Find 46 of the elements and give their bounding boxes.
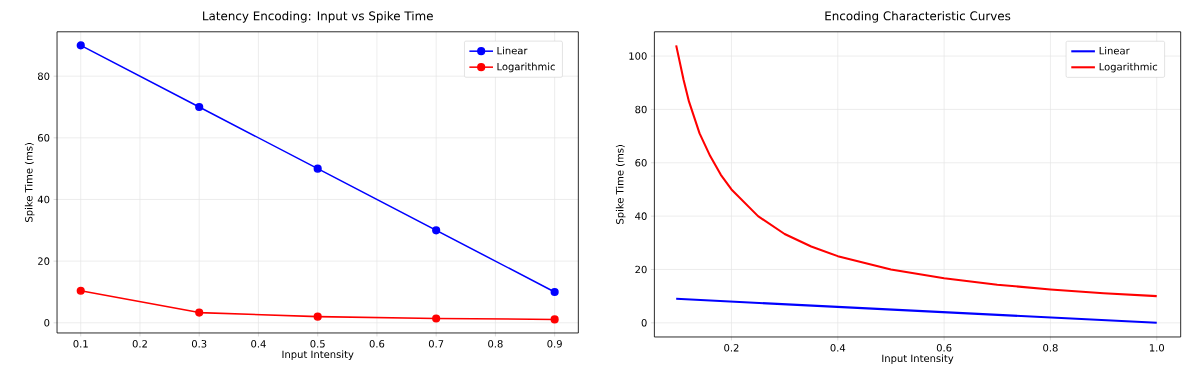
x-tick-label: 0.3 [191, 340, 207, 348]
point [550, 287, 559, 297]
chart-title: Encoding Characteristic Curves [825, 11, 1011, 23]
x-tick-label: 0.8 [488, 340, 503, 348]
y-tick-label: 20 [635, 265, 647, 274]
y-tick-label: 40 [635, 212, 647, 220]
x-tick-label: 0.8 [1043, 344, 1058, 352]
point [313, 312, 322, 321]
y-tick-label: 100 [629, 52, 647, 60]
y-axis-title: Spike Time (ms) [615, 145, 626, 224]
x-tick-label: 0.7 [428, 340, 444, 348]
legend-label: Logarithmic [497, 62, 555, 73]
y-tick-label: 0 [44, 319, 50, 327]
point [76, 41, 85, 50]
legend-label: Linear [1099, 46, 1130, 55]
x-tick-label: 0.9 [547, 340, 562, 348]
x-tick-label: 0.6 [369, 340, 385, 348]
line-series [675, 44, 1158, 298]
x-tick-label: 0.2 [132, 340, 147, 348]
x-tick-label: 0.2 [724, 344, 739, 352]
y-tick-label: 80 [37, 72, 50, 80]
x-axis-title: Input Intensity [882, 354, 954, 364]
chart-title: Latency Encoding: Input vs Spike Time [203, 11, 433, 23]
x-tick-label: 0.4 [251, 340, 266, 348]
point [195, 308, 204, 317]
x-tick-label: 0.6 [936, 344, 952, 352]
legend-label: Logarithmic [1099, 62, 1158, 73]
y-tick-label: 20 [38, 257, 50, 265]
x-tick-label: 0.5 [310, 340, 325, 348]
y-tick-label: 0 [641, 319, 647, 327]
point [313, 164, 322, 173]
x-tick-label: 0.1 [73, 340, 88, 348]
y-tick-label: 60 [635, 159, 647, 167]
y-tick-label: 40 [37, 195, 50, 204]
y-tick-label: 60 [37, 134, 50, 142]
point [432, 226, 441, 235]
point [76, 286, 85, 295]
point [195, 102, 204, 112]
legend-label: Linear [497, 46, 528, 55]
y-tick-label: 80 [635, 105, 647, 114]
y-axis-title: Spike Time (ms) [24, 143, 35, 222]
x-axis-title: Input Intensity [282, 350, 354, 360]
x-tick-label: 1.0 [1149, 344, 1165, 352]
x-tick-label: 0.4 [830, 344, 846, 352]
point [432, 314, 441, 323]
point [550, 315, 559, 324]
